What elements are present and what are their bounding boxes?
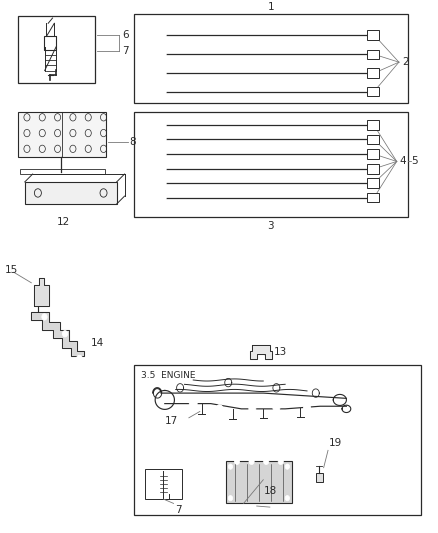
Circle shape: [154, 147, 166, 161]
Text: 3.5  ENGINE: 3.5 ENGINE: [141, 370, 195, 379]
Circle shape: [215, 405, 223, 413]
Bar: [44, 36, 57, 50]
Circle shape: [154, 47, 166, 61]
Text: 3: 3: [267, 221, 274, 231]
Circle shape: [42, 314, 47, 320]
Text: 7: 7: [122, 46, 129, 56]
Bar: [18, 112, 106, 157]
Text: 19: 19: [328, 438, 341, 448]
Text: 17: 17: [164, 416, 178, 426]
Circle shape: [285, 464, 289, 469]
Bar: [134, 365, 420, 515]
Circle shape: [154, 133, 166, 146]
Text: 12: 12: [57, 217, 70, 227]
Bar: [366, 68, 378, 78]
Circle shape: [154, 191, 166, 205]
Text: 14: 14: [90, 338, 103, 348]
Text: 1: 1: [267, 2, 274, 12]
Text: 4: 4: [399, 157, 405, 166]
Text: 15: 15: [5, 265, 18, 274]
Text: 13: 13: [274, 347, 287, 357]
Bar: [134, 14, 407, 103]
Bar: [366, 178, 378, 188]
Text: 18: 18: [264, 486, 277, 496]
Bar: [25, 182, 117, 204]
Circle shape: [285, 496, 289, 501]
Bar: [18, 16, 95, 83]
Circle shape: [228, 464, 232, 469]
Bar: [226, 462, 291, 503]
Circle shape: [234, 458, 239, 465]
Text: 8: 8: [129, 138, 136, 147]
Circle shape: [154, 176, 166, 190]
Bar: [366, 120, 378, 130]
Circle shape: [228, 496, 232, 501]
Circle shape: [278, 458, 283, 465]
Bar: [134, 112, 407, 217]
Circle shape: [263, 458, 268, 465]
Bar: [366, 135, 378, 144]
Circle shape: [272, 403, 279, 412]
Circle shape: [56, 169, 67, 181]
Circle shape: [154, 67, 166, 80]
Circle shape: [62, 330, 67, 337]
Text: 2: 2: [402, 57, 408, 67]
Bar: [145, 469, 182, 499]
Circle shape: [154, 28, 166, 42]
Bar: [315, 473, 322, 482]
Bar: [366, 50, 378, 59]
Polygon shape: [250, 345, 272, 359]
Bar: [20, 169, 105, 174]
Polygon shape: [33, 278, 49, 306]
Bar: [366, 149, 378, 159]
Circle shape: [76, 356, 82, 362]
Text: 5: 5: [411, 157, 417, 166]
Bar: [366, 30, 378, 39]
Bar: [366, 164, 378, 174]
Bar: [366, 87, 378, 96]
Circle shape: [154, 162, 166, 176]
Circle shape: [248, 405, 255, 413]
Text: 6: 6: [122, 30, 129, 40]
Circle shape: [248, 458, 254, 465]
Circle shape: [154, 85, 166, 99]
Circle shape: [303, 403, 310, 412]
Circle shape: [154, 118, 166, 132]
Circle shape: [189, 399, 197, 408]
Text: 7: 7: [174, 505, 181, 515]
Bar: [366, 193, 378, 203]
Polygon shape: [31, 306, 84, 357]
